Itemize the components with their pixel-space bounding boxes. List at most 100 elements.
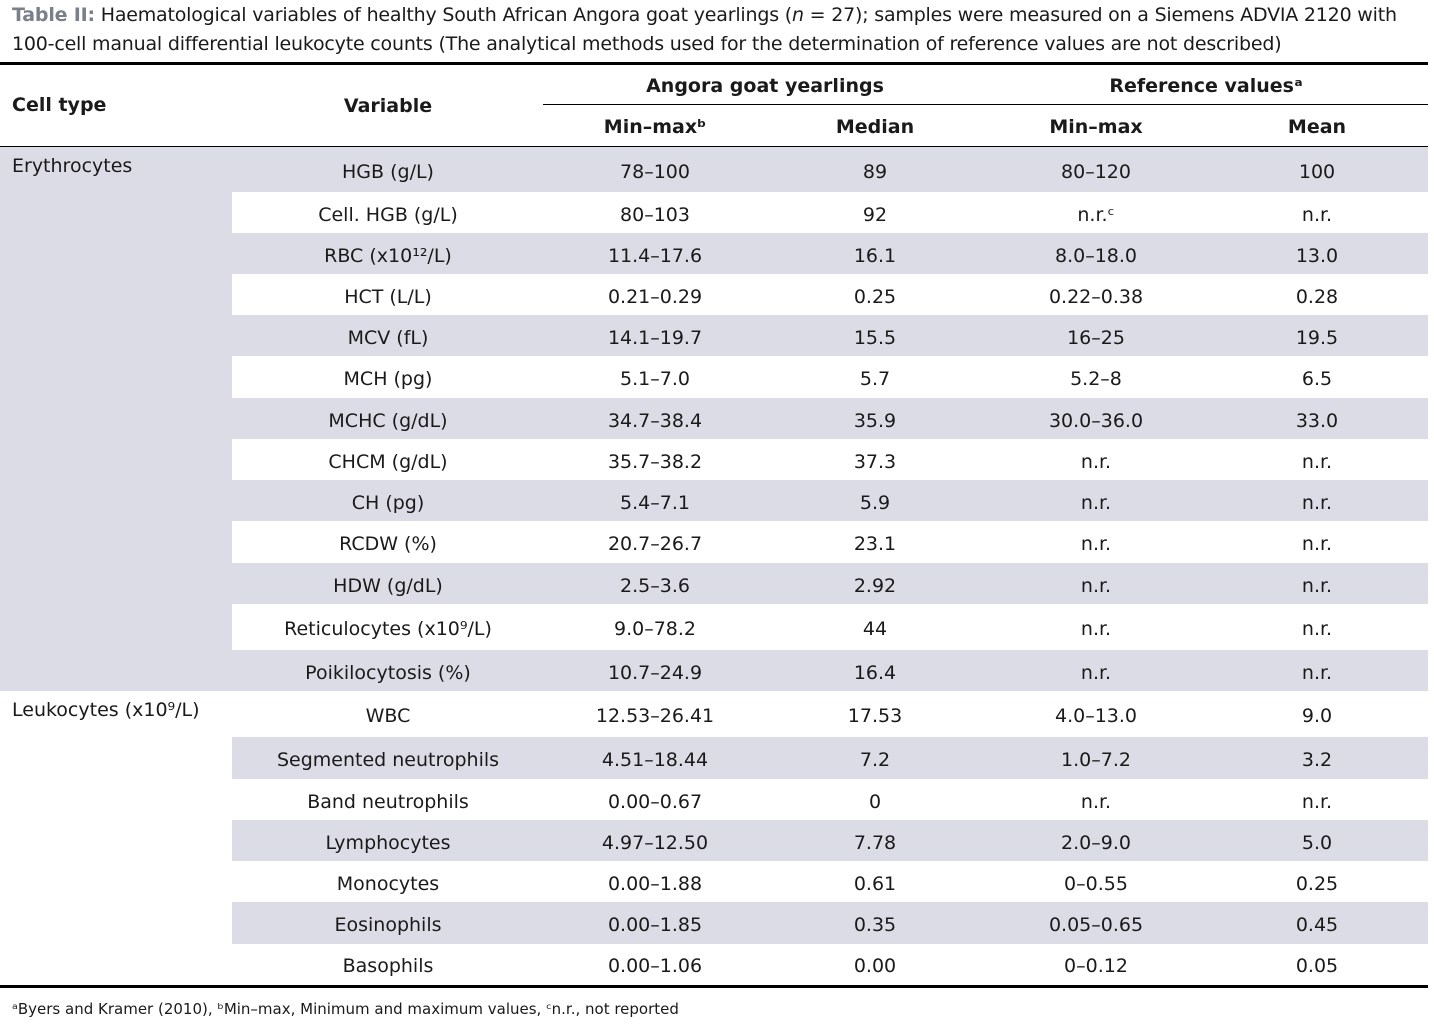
variable: Cell. HGB (g/L) — [318, 203, 458, 226]
value: 20.7–26.7 — [607, 533, 703, 555]
value: 19.5 — [1295, 326, 1339, 349]
value: n.r. — [1301, 790, 1333, 813]
value: 0.35 — [853, 914, 897, 936]
value: n.r. — [1301, 533, 1333, 555]
value: n.r. — [1080, 533, 1112, 555]
header-column: Mean — [1287, 116, 1347, 138]
value: 16–25 — [1067, 326, 1125, 349]
row-shade — [232, 563, 1428, 604]
row-shade — [232, 902, 1428, 944]
value: 5.2–8 — [1070, 368, 1122, 390]
group-shade — [0, 147, 232, 691]
value: 7.2 — [859, 749, 891, 771]
variable: CH (pg) — [351, 491, 425, 514]
variable: MCHC (g/dL) — [328, 409, 448, 432]
value: n.r. — [1080, 491, 1112, 514]
value: 3.2 — [1301, 749, 1333, 771]
value: 100 — [1298, 160, 1336, 183]
value: 34.7–38.4 — [607, 409, 703, 432]
caption-italic: n — [791, 4, 804, 26]
variable: MCV (fL) — [347, 326, 429, 349]
value: n.r. — [1301, 574, 1333, 597]
value: 0.22–0.38 — [1048, 285, 1144, 308]
value: 5.1–7.0 — [620, 368, 690, 390]
variable: RBC (x10¹²/L) — [324, 244, 452, 267]
variable: Lymphocytes — [325, 831, 451, 854]
variable: CHCM (g/dL) — [328, 450, 448, 473]
row-shade — [232, 480, 1428, 521]
value: 0.45 — [1295, 914, 1339, 936]
value: 80–120 — [1061, 160, 1131, 183]
variable: Poikilocytosis (%) — [305, 661, 471, 684]
value: 4.97–12.50 — [601, 831, 709, 854]
header-cell: Cell type — [12, 94, 107, 116]
caption-label: Table II: — [12, 4, 95, 26]
row-shade — [232, 315, 1428, 356]
value: n.r. — [1080, 450, 1112, 473]
caption-line: 100-cell manual differential leukocyte c… — [12, 33, 1282, 55]
value: 30.0–36.0 — [1048, 409, 1144, 432]
value: n.r. — [1301, 203, 1333, 226]
value: 2.0–9.0 — [1061, 831, 1131, 854]
value: 8.0–18.0 — [1054, 244, 1138, 267]
header-column: Min–maxᵇ — [603, 116, 707, 138]
value: n.r. — [1080, 661, 1112, 684]
value: 0.00–1.85 — [607, 914, 703, 936]
row-shade — [232, 233, 1428, 274]
group-rule — [543, 104, 1428, 105]
variable: Eosinophils — [334, 914, 442, 936]
variable: MCH (pg) — [343, 368, 433, 390]
value: 5.0 — [1301, 831, 1333, 854]
variable: Basophils — [342, 955, 434, 977]
row-shade — [232, 650, 1428, 691]
value: 0.21–0.29 — [607, 285, 703, 308]
value: 35.7–38.2 — [607, 450, 703, 473]
value: 9.0–78.2 — [613, 618, 697, 640]
value: 0 — [868, 790, 882, 813]
value: 2.5–3.6 — [620, 574, 690, 597]
value: n.r. — [1080, 790, 1112, 813]
value: 1.0–7.2 — [1061, 749, 1131, 771]
value: 16.4 — [853, 661, 897, 684]
value: 15.5 — [853, 326, 897, 349]
value: 10.7–24.9 — [607, 661, 703, 684]
cell-type: Erythrocytes — [12, 155, 133, 177]
value: 37.3 — [853, 450, 897, 473]
row-shade — [232, 737, 1428, 779]
bottom-rule — [0, 985, 1428, 988]
variable: HCT (L/L) — [344, 285, 432, 308]
header-rule — [0, 146, 1428, 147]
value: 0.00–0.67 — [607, 790, 703, 813]
cell-type: Leukocytes (x10⁹/L) — [12, 699, 200, 721]
value: 14.1–19.7 — [607, 326, 703, 349]
variable: Monocytes — [336, 872, 440, 895]
value: n.r. — [1301, 491, 1333, 514]
value: 9.0 — [1301, 705, 1333, 727]
value: 11.4–17.6 — [607, 244, 703, 267]
value: 4.0–13.0 — [1054, 705, 1138, 727]
value: 0.00 — [853, 955, 897, 977]
value: n.r.ᶜ — [1077, 203, 1115, 226]
value: 23.1 — [853, 533, 897, 555]
value: 0.25 — [853, 285, 897, 308]
row-shade — [232, 820, 1428, 861]
value: n.r. — [1301, 618, 1333, 640]
value: 44 — [862, 618, 888, 640]
value: 89 — [862, 160, 888, 183]
caption-text: = 27); samples were measured on a Siemen… — [803, 4, 1397, 26]
value: 2.92 — [853, 574, 897, 597]
value: 17.53 — [847, 705, 903, 727]
variable: Reticulocytes (x10⁹/L) — [284, 618, 492, 640]
header-group: Angora goat yearlings — [646, 75, 884, 97]
header-cell: Variable — [343, 95, 433, 117]
value: 0.00–1.88 — [607, 872, 703, 895]
header-group: Reference valuesᵃ — [1109, 75, 1303, 97]
variable: Segmented neutrophils — [276, 749, 500, 771]
top-rule — [0, 62, 1428, 65]
variable: HDW (g/dL) — [333, 574, 443, 597]
value: 7.78 — [853, 831, 897, 854]
value: 0–0.55 — [1064, 872, 1128, 895]
value: 6.5 — [1301, 368, 1333, 390]
variable: HGB (g/L) — [342, 160, 434, 183]
value: 5.4–7.1 — [620, 491, 690, 514]
